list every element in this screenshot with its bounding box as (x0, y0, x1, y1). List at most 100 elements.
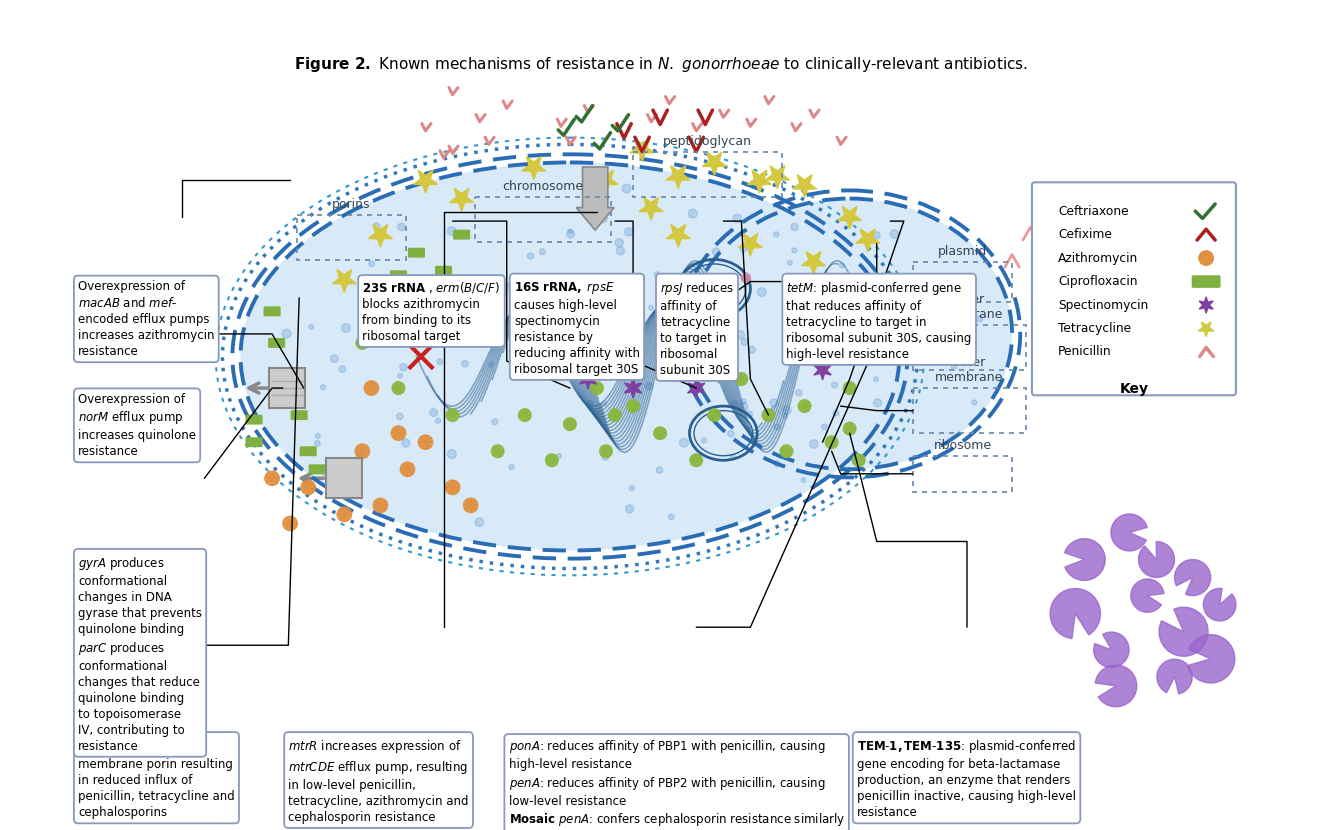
Wedge shape (1156, 659, 1192, 694)
FancyBboxPatch shape (269, 338, 286, 348)
Circle shape (740, 403, 747, 411)
Polygon shape (856, 229, 880, 251)
Circle shape (680, 438, 688, 447)
Polygon shape (738, 233, 762, 256)
Circle shape (897, 289, 905, 298)
Circle shape (733, 214, 741, 222)
Polygon shape (747, 170, 771, 193)
Circle shape (533, 311, 540, 318)
Circle shape (401, 462, 414, 476)
Circle shape (500, 289, 507, 295)
Circle shape (790, 340, 795, 346)
Circle shape (613, 325, 617, 330)
Circle shape (740, 246, 746, 252)
Polygon shape (414, 170, 438, 193)
Text: $\mathit{ponA}$: reduces affinity of PBP1 with penicillin, causing
high-level re: $\mathit{ponA}$: reduces affinity of PBP… (508, 738, 845, 828)
Polygon shape (594, 170, 618, 193)
Text: Azithromycin: Azithromycin (1058, 251, 1138, 265)
Ellipse shape (241, 163, 900, 550)
Text: peptidoglycan: peptidoglycan (663, 135, 751, 148)
Circle shape (783, 413, 787, 418)
FancyBboxPatch shape (263, 306, 280, 316)
Text: $\mathbf{23S\ rRNA}$ , $\mathit{erm(B/C/F)}$
blocks azithromycin
from binding to: $\mathbf{23S\ rRNA}$ , $\mathit{erm(B/C/… (363, 280, 500, 343)
Circle shape (826, 436, 837, 448)
Circle shape (519, 409, 531, 422)
Wedge shape (1094, 632, 1129, 667)
Wedge shape (1188, 635, 1234, 683)
Text: $\mathit{penB}$: modifies outer
membrane porin resulting
in reduced influx of
pe: $\mathit{penB}$: modifies outer membrane… (78, 738, 234, 819)
Circle shape (737, 331, 745, 339)
Polygon shape (688, 378, 705, 398)
Text: $\mathit{tetM}$: plasmid-conferred gene
that reduces affinity of
tetracycline to: $\mathit{tetM}$: plasmid-conferred gene … (786, 280, 972, 361)
Circle shape (488, 327, 495, 334)
Circle shape (972, 400, 976, 405)
Circle shape (339, 366, 345, 373)
Circle shape (835, 317, 840, 323)
Circle shape (315, 433, 320, 438)
Circle shape (655, 271, 659, 277)
Circle shape (774, 232, 779, 237)
Circle shape (398, 223, 405, 231)
Circle shape (833, 410, 839, 416)
Circle shape (315, 441, 320, 447)
Circle shape (703, 336, 708, 341)
Circle shape (745, 411, 753, 418)
Wedge shape (1095, 665, 1136, 707)
FancyBboxPatch shape (407, 247, 425, 257)
Circle shape (873, 377, 878, 382)
Circle shape (976, 315, 983, 322)
Circle shape (462, 360, 468, 367)
Circle shape (540, 249, 545, 255)
Circle shape (646, 383, 652, 390)
Circle shape (758, 288, 766, 296)
Polygon shape (579, 369, 597, 389)
Circle shape (705, 340, 710, 345)
Circle shape (446, 480, 460, 495)
Circle shape (492, 419, 497, 425)
Circle shape (430, 408, 438, 417)
FancyBboxPatch shape (246, 437, 262, 447)
Circle shape (402, 439, 410, 447)
Circle shape (418, 435, 433, 449)
Text: chromosome: chromosome (503, 180, 583, 193)
Circle shape (474, 328, 486, 340)
FancyBboxPatch shape (390, 271, 407, 281)
Polygon shape (667, 224, 691, 247)
Circle shape (1199, 251, 1213, 266)
FancyBboxPatch shape (270, 369, 306, 408)
Polygon shape (837, 207, 861, 229)
Circle shape (615, 238, 623, 247)
Circle shape (341, 324, 351, 333)
Circle shape (810, 440, 818, 448)
FancyBboxPatch shape (435, 266, 452, 276)
Circle shape (701, 438, 706, 443)
Circle shape (545, 454, 558, 466)
Wedge shape (1159, 608, 1208, 657)
Circle shape (627, 400, 639, 413)
Circle shape (774, 424, 781, 430)
FancyArrow shape (577, 167, 614, 230)
Text: Ceftriaxone: Ceftriaxone (1058, 205, 1129, 217)
Circle shape (843, 422, 856, 435)
Circle shape (564, 294, 569, 299)
FancyBboxPatch shape (308, 464, 325, 474)
Circle shape (534, 306, 544, 315)
Circle shape (741, 273, 750, 282)
Circle shape (930, 326, 937, 332)
Circle shape (323, 468, 331, 476)
Circle shape (730, 455, 736, 460)
Wedge shape (1111, 514, 1147, 551)
Circle shape (446, 409, 459, 422)
Circle shape (812, 360, 818, 366)
Text: $\mathbf{Figure\ 2.}$ Known mechanisms of resistance in $\mathit{N.\ gonorrhoeae: $\mathbf{Figure\ 2.}$ Known mechanisms o… (294, 56, 1028, 75)
FancyBboxPatch shape (299, 447, 316, 456)
Circle shape (795, 389, 802, 396)
Circle shape (599, 445, 613, 457)
Circle shape (783, 406, 791, 414)
Text: porins: porins (332, 198, 370, 211)
Circle shape (741, 398, 746, 404)
Circle shape (843, 382, 856, 394)
Circle shape (447, 227, 456, 236)
Circle shape (736, 373, 747, 385)
Text: $\mathbf{16S\ rRNA,}$ $\mathit{rpsE}$
causes high-level
spectinomycin
resistance: $\mathbf{16S\ rRNA,}$ $\mathit{rpsE}$ ca… (513, 280, 640, 376)
